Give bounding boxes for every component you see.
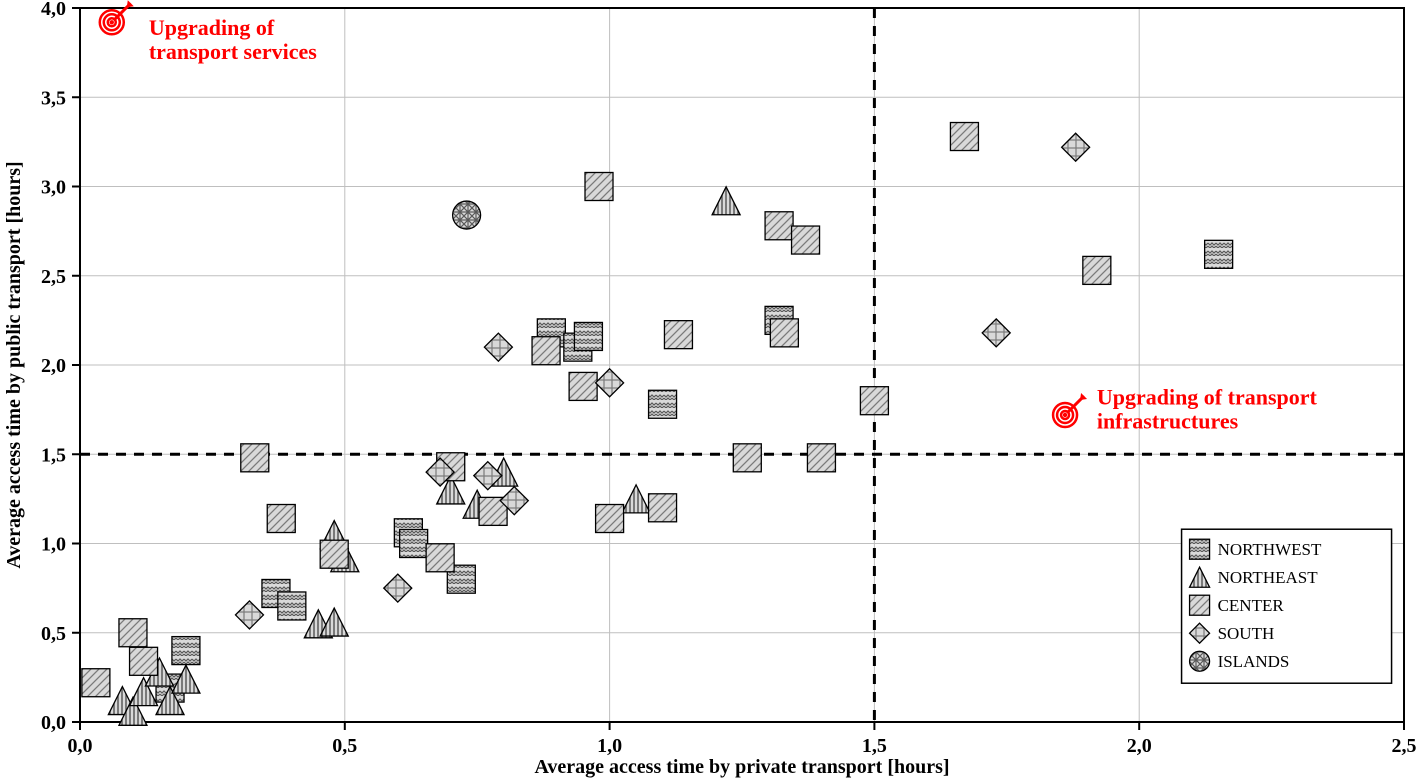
y-tick-label: 0,0	[41, 712, 66, 734]
x-tick-label: 0,0	[68, 735, 93, 757]
legend-item-label: CENTER	[1218, 596, 1285, 615]
y-tick-label: 4,0	[41, 0, 66, 20]
y-tick-label: 0,5	[41, 623, 66, 645]
x-tick-label: 2,5	[1392, 735, 1417, 757]
x-tick-label: 1,0	[597, 735, 622, 757]
y-tick-label: 3,5	[41, 87, 66, 109]
scatter-chart: 0,0 0,5 1,0 1,5 2,0 2,5 0,0 0,5 1,0 1,5 2,0 2,5 3,0 3…	[0, 0, 1418, 783]
x-tick-label: 0,5	[332, 735, 357, 757]
legend-item-label: ISLANDS	[1218, 652, 1290, 671]
y-axis-label: Average access time by public transport …	[3, 161, 25, 568]
legend-item-label: SOUTH	[1218, 624, 1275, 643]
legend-item-label: NORTHEAST	[1218, 568, 1319, 587]
y-tick-label: 1,0	[41, 534, 66, 556]
y-tick-label: 2,0	[41, 355, 66, 377]
x-tick-label: 2,0	[1127, 735, 1152, 757]
x-axis-label: Average access time by private transport…	[534, 756, 949, 778]
legend-item-label: NORTHWEST	[1218, 540, 1322, 559]
x-tick-label: 1,5	[862, 735, 887, 757]
legend: NORTHWEST NORTHEAST CENTER SOUTH ISLANDS	[1182, 529, 1392, 683]
chart-canvas: 0,0 0,5 1,0 1,5 2,0 2,5 0,0 0,5 1,0 1,5 2,0 2,5 3,0 3…	[0, 0, 1418, 783]
y-tick-label: 3,0	[41, 177, 66, 199]
y-tick-label: 1,5	[41, 444, 66, 466]
y-tick-label: 2,5	[41, 266, 66, 288]
